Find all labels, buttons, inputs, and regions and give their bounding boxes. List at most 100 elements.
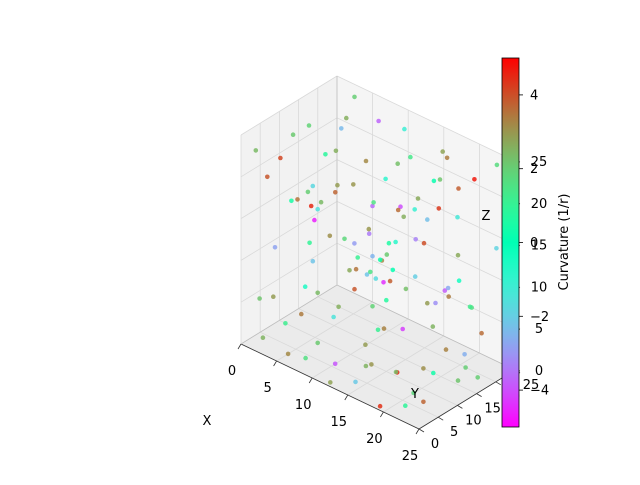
data-point — [308, 203, 314, 209]
y-tick-label: 5 — [450, 425, 458, 440]
data-point — [381, 326, 387, 331]
data-point — [283, 321, 288, 326]
data-point — [295, 197, 300, 202]
data-point — [285, 351, 291, 357]
data-point — [306, 123, 312, 128]
data-point — [425, 300, 430, 306]
tick-labels: 051015202505101520250510152025 — [228, 155, 547, 464]
back-wall-pane — [337, 76, 515, 370]
data-point — [302, 284, 308, 290]
data-point — [371, 200, 376, 205]
data-point — [323, 152, 328, 157]
data-point — [398, 204, 403, 209]
data-point — [271, 294, 276, 300]
data-point — [370, 203, 375, 209]
z-tick-label: 0 — [535, 364, 543, 379]
y-tick-label: 15 — [484, 402, 501, 417]
grid-line-z-left — [240, 159, 338, 219]
data-point — [289, 198, 294, 204]
data-point — [315, 340, 321, 346]
scatter-points — [253, 94, 507, 409]
x-tick-mark — [415, 428, 420, 435]
data-point — [446, 294, 452, 299]
data-point — [363, 342, 368, 348]
colorbar-tick-label: −4 — [530, 384, 549, 399]
data-point — [445, 285, 451, 291]
x-tick-mark — [237, 343, 242, 350]
z-tick-label: 20 — [531, 197, 548, 212]
floor-pane — [241, 285, 515, 429]
z-tick-label: 15 — [531, 239, 548, 254]
data-point — [376, 118, 381, 124]
grid-line-z-back — [336, 117, 516, 204]
y-tick-mark — [495, 381, 502, 386]
data-point — [395, 207, 401, 213]
data-point — [403, 403, 408, 409]
data-point — [442, 288, 448, 293]
data-point — [413, 237, 419, 242]
data-point — [462, 352, 467, 357]
data-point — [352, 241, 357, 246]
x-tick-label: 25 — [402, 449, 419, 464]
data-point — [375, 327, 381, 333]
grid-line-z-back — [336, 75, 516, 162]
x-tick-label: 0 — [228, 364, 236, 379]
data-point — [290, 132, 296, 137]
data-point — [318, 199, 324, 205]
x-tick-label: 10 — [295, 398, 312, 413]
data-point — [401, 214, 407, 220]
y-axis-line — [418, 369, 516, 430]
data-point — [315, 290, 321, 296]
data-point — [363, 158, 369, 164]
data-point — [353, 379, 358, 385]
grid-line-x-floor — [347, 335, 445, 396]
data-point — [387, 278, 393, 284]
y-tick-mark — [457, 405, 463, 409]
data-point — [479, 330, 484, 336]
grid-line-y-floor — [279, 320, 458, 406]
x-tick-mark — [273, 360, 277, 367]
data-point — [265, 174, 270, 180]
data-point — [415, 196, 421, 201]
data-point — [312, 217, 317, 223]
y-tick-label: 10 — [465, 413, 482, 428]
data-point — [386, 240, 392, 246]
colorbar-tick-label: 0 — [530, 236, 538, 251]
data-point — [299, 311, 304, 317]
data-point — [383, 176, 388, 182]
data-point — [333, 190, 338, 195]
data-point — [366, 231, 372, 236]
data-point — [455, 378, 461, 383]
x-tick-label: 20 — [366, 432, 383, 447]
x-tick-label: 5 — [263, 381, 271, 396]
grid-line-z-back — [336, 242, 516, 329]
data-point — [355, 255, 361, 260]
data-point — [440, 149, 446, 154]
x-tick-mark — [344, 394, 349, 401]
y-tick-mark — [437, 416, 444, 421]
x-tick-mark — [380, 411, 384, 418]
data-point — [369, 362, 374, 367]
z-axis-label: Z — [482, 209, 491, 224]
colorbar-label: Curvature (1/r) — [557, 194, 572, 291]
data-point — [455, 214, 460, 220]
data-point — [393, 239, 398, 245]
grid-line-x-floor — [276, 301, 373, 362]
data-point — [342, 236, 347, 242]
data-point — [377, 403, 383, 409]
data-point — [384, 252, 390, 257]
axes-panes — [241, 76, 515, 429]
data-point — [303, 355, 308, 361]
grid-line-y-floor — [298, 308, 477, 394]
data-point — [310, 183, 316, 189]
data-point — [431, 178, 437, 184]
data-point — [335, 182, 340, 188]
colorbar-ticks: −4 −2 0 2 4 — [519, 88, 549, 399]
data-point — [403, 286, 409, 292]
colorbar-tick-label: 2 — [530, 162, 538, 177]
grid-line-z-left — [240, 201, 338, 261]
data-point — [377, 257, 383, 263]
data-point — [444, 155, 450, 161]
data-point — [370, 253, 375, 259]
